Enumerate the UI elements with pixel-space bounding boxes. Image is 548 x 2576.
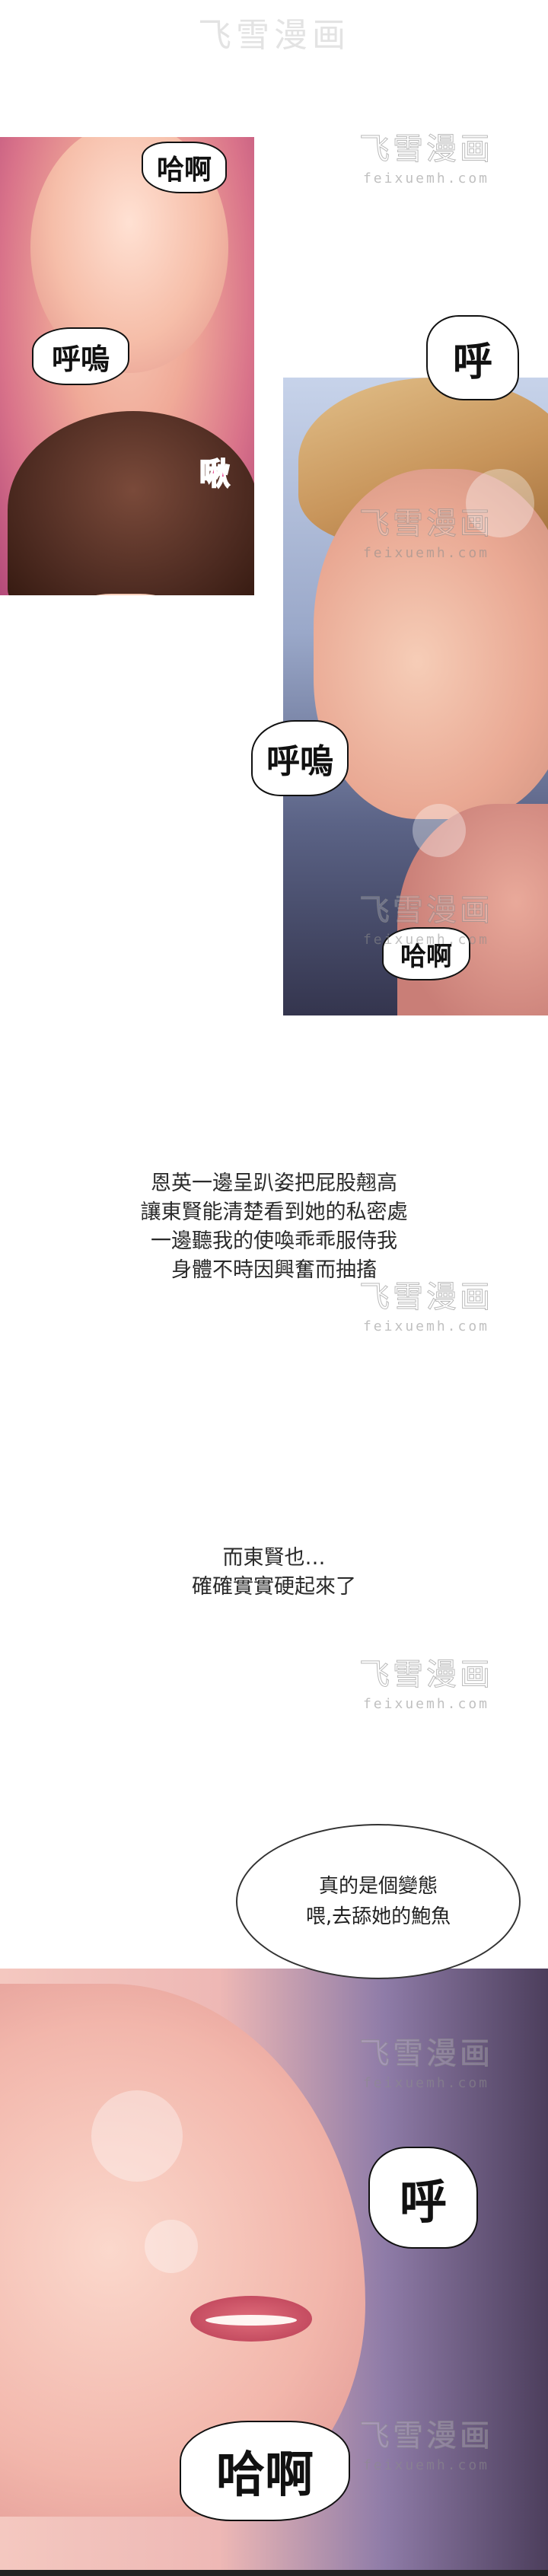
narration-line: 而東賢也… <box>222 1546 326 1570</box>
bokeh-3 <box>91 2090 183 2182</box>
narration-line: 身體不時因興奮而抽搐 <box>171 1258 377 1282</box>
bokeh-2 <box>413 804 466 857</box>
panel1-hair <box>8 411 254 595</box>
sfx-huwu-2: 呼嗚 <box>251 720 349 796</box>
panel3-teeth <box>206 2315 297 2326</box>
sfx-haah-2: 哈啊 <box>382 927 470 980</box>
narration-line: 恩英一邊呈趴姿把屁股翹高 <box>151 1172 397 1195</box>
bokeh-1 <box>466 469 534 537</box>
bokeh-4 <box>145 2220 198 2273</box>
watermark: 飞雪漫画 feixuemh.com <box>359 1657 493 1713</box>
panel2-face <box>314 469 548 819</box>
narration-block-2: 而東賢也… 確確實實硬起來了 <box>0 1544 548 1602</box>
sfx-chu: 啾 <box>199 456 231 493</box>
narration-block-1: 恩英一邊呈趴姿把屁股翹高 讓東賢能清楚看到她的私密處 一邊聽我的使喚乖乖服侍我 … <box>0 1169 548 1285</box>
speech-bubble: 真的是個變態 喂,去舔她的鮑魚 <box>236 1824 521 1979</box>
sfx-hu-3: 呼 <box>368 2147 478 2249</box>
sfx-hu-2: 呼 <box>426 315 519 400</box>
comic-panel-2 <box>283 378 548 1015</box>
narration-line: 讓東賢能清楚看到她的私密處 <box>140 1200 408 1224</box>
watermark: 飞雪漫画 feixuemh.com <box>359 2036 493 2092</box>
narration-line: 一邊聽我的使喚乖乖服侍我 <box>151 1229 397 1253</box>
watermark: 飞雪漫画 feixuemh.com <box>359 506 493 562</box>
bottom-border <box>0 2570 548 2576</box>
panel1-face <box>53 594 198 595</box>
speech-line: 喂,去舔她的鮑魚 <box>305 1905 451 1928</box>
top-watermark: 飞雪漫画 <box>198 16 350 55</box>
narration-line: 確確實實硬起來了 <box>192 1575 356 1599</box>
sfx-huwu-1: 呼嗚 <box>32 327 129 385</box>
sfx-haah-1: 哈啊 <box>142 142 227 193</box>
watermark: 飞雪漫画 feixuemh.com <box>359 2418 493 2474</box>
watermark: 飞雪漫画 feixuemh.com <box>359 132 493 187</box>
sfx-haah-3: 哈啊 <box>180 2421 350 2521</box>
watermark: 飞雪漫画 feixuemh.com <box>359 893 493 948</box>
watermark: 飞雪漫画 feixuemh.com <box>359 1280 493 1335</box>
speech-line: 真的是個變態 <box>318 1875 438 1898</box>
